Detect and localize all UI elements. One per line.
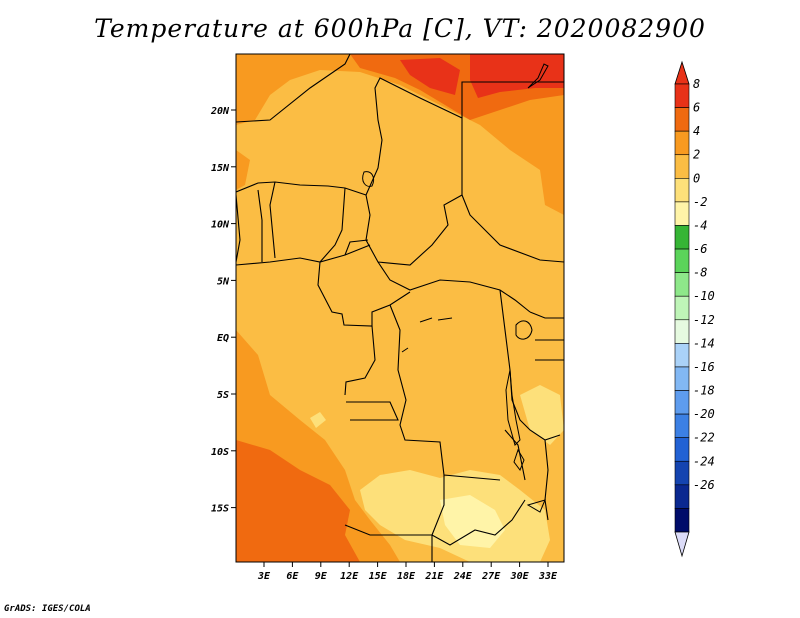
colorbar-label: -10 [693, 289, 715, 303]
field-north-max [400, 58, 460, 95]
field-central-cool [310, 412, 326, 428]
colorbar-arrow-high [674, 60, 690, 85]
field-east-cool [520, 385, 564, 445]
colorbar-label: 0 [693, 171, 700, 185]
colorbar-swatch [674, 201, 690, 226]
colorbar-label: -2 [693, 195, 707, 209]
colorbar-label: -20 [693, 407, 715, 421]
temperature-field [236, 54, 564, 562]
x-tick-label: 27E [481, 571, 501, 582]
colorbar-label: -24 [693, 454, 715, 468]
x-tick-label: 18E [397, 571, 416, 582]
colorbar-swatch [674, 225, 690, 250]
y-tick-label: 5N [217, 276, 230, 287]
y-tick-label: 15N [211, 163, 230, 174]
colorbar-swatch [674, 319, 690, 344]
field-south-coolest [440, 495, 505, 548]
x-tick-label: 15E [369, 571, 388, 582]
y-tick-label: 15S [211, 504, 229, 515]
colorbar-label: -4 [693, 218, 707, 232]
colorbar-label: -16 [693, 360, 715, 374]
y-tick-label: 5S [217, 390, 229, 401]
colorbar-label: 4 [693, 124, 700, 138]
x-tick-label: 24E [453, 571, 473, 582]
colorbar-label: -14 [693, 336, 715, 350]
colorbar-swatch [674, 248, 690, 273]
colorbar-swatch [674, 390, 690, 415]
colorbar-swatch [674, 366, 690, 391]
colorbar-swatch [674, 413, 690, 438]
colorbar-swatch [674, 460, 690, 486]
colorbar-label: -18 [693, 384, 715, 398]
colorbar: 8 6 4 2 0 -2 -4 -6 -8 -10 -12 -14 -16 -18 -20 -22 -24 -26 [674, 60, 715, 558]
x-tick-label: 9E [315, 571, 328, 582]
water-bodies [362, 63, 549, 513]
colorbar-label: -12 [693, 313, 715, 327]
x-tick-label: 12E [340, 571, 359, 582]
colorbar-label: -26 [693, 478, 715, 492]
colorbar-swatch [674, 343, 690, 368]
chart-title: Temperature at 600hPa [C], VT: 202008290… [94, 14, 706, 43]
field-west-warm [236, 150, 250, 190]
field-northeast-max [470, 54, 564, 98]
credit-label: GrADS: IGES/COLA [4, 604, 91, 614]
colorbar-label: 2 [693, 148, 700, 162]
colorbar-swatch [674, 178, 690, 203]
y-tick-label: 10N [211, 220, 230, 231]
colorbar-label: -6 [693, 242, 707, 256]
x-tick-label: 30E [510, 571, 530, 582]
colorbar-label: 8 [693, 77, 700, 91]
colorbar-swatch [674, 484, 690, 509]
colorbar-swatch [674, 107, 690, 132]
longitude-axis: 3E 6E 9E 12E 15E 18E 21E 24E 27E 30E 33E [257, 562, 558, 582]
colorbar-swatch [674, 508, 690, 533]
y-tick-label: 20N [210, 106, 230, 117]
x-tick-label: 3E [257, 571, 271, 582]
map-frame [235, 53, 565, 563]
country-borders [236, 54, 564, 562]
colorbar-swatch [674, 272, 690, 297]
y-tick-label: EQ [217, 333, 229, 344]
x-tick-label: 21E [424, 571, 444, 582]
colorbar-label: -22 [693, 431, 715, 445]
x-tick-label: 6E [286, 571, 299, 582]
colorbar-swatch [674, 83, 690, 108]
field-southwest-hot [236, 440, 360, 562]
colorbar-arrow-low [674, 531, 690, 558]
colorbar-label: -8 [693, 266, 707, 280]
colorbar-swatch [674, 295, 690, 321]
colorbar-swatch [674, 154, 690, 179]
latitude-axis: 20N 15N 10N 5N EQ 5S 10S 15S [210, 106, 236, 515]
x-tick-label: 33E [538, 571, 558, 582]
y-tick-label: 10S [211, 447, 229, 458]
colorbar-swatch [674, 130, 690, 156]
colorbar-swatch [674, 437, 690, 462]
colorbar-label: 6 [693, 101, 700, 115]
